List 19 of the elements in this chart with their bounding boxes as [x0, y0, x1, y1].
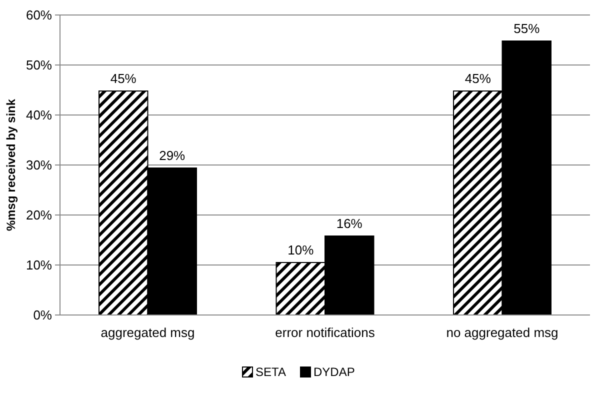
y-tick-label: 0%: [33, 308, 52, 323]
y-tick-label: 20%: [26, 208, 52, 223]
data-label: 45%: [110, 71, 137, 86]
legend-label: DYDAP: [314, 365, 355, 380]
y-tick-label: 10%: [26, 258, 52, 273]
x-tick-label: no aggregated msg: [446, 325, 558, 340]
data-label: 29%: [159, 148, 186, 163]
data-label: 16%: [336, 216, 363, 231]
y-tick-label: 60%: [26, 8, 52, 23]
y-tick-label: 30%: [26, 158, 52, 173]
y-axis-title: %msg received by sink: [4, 98, 18, 232]
y-tick-label: 40%: [26, 108, 52, 123]
y-tick-label: 50%: [26, 58, 52, 73]
x-tick-label: error notifications: [275, 325, 376, 340]
data-label: 45%: [464, 71, 492, 86]
legend-label: SETA: [256, 365, 286, 380]
data-label: 10%: [288, 242, 314, 258]
x-tick-label: aggregated msg: [100, 325, 195, 340]
data-label: 55%: [514, 21, 540, 36]
